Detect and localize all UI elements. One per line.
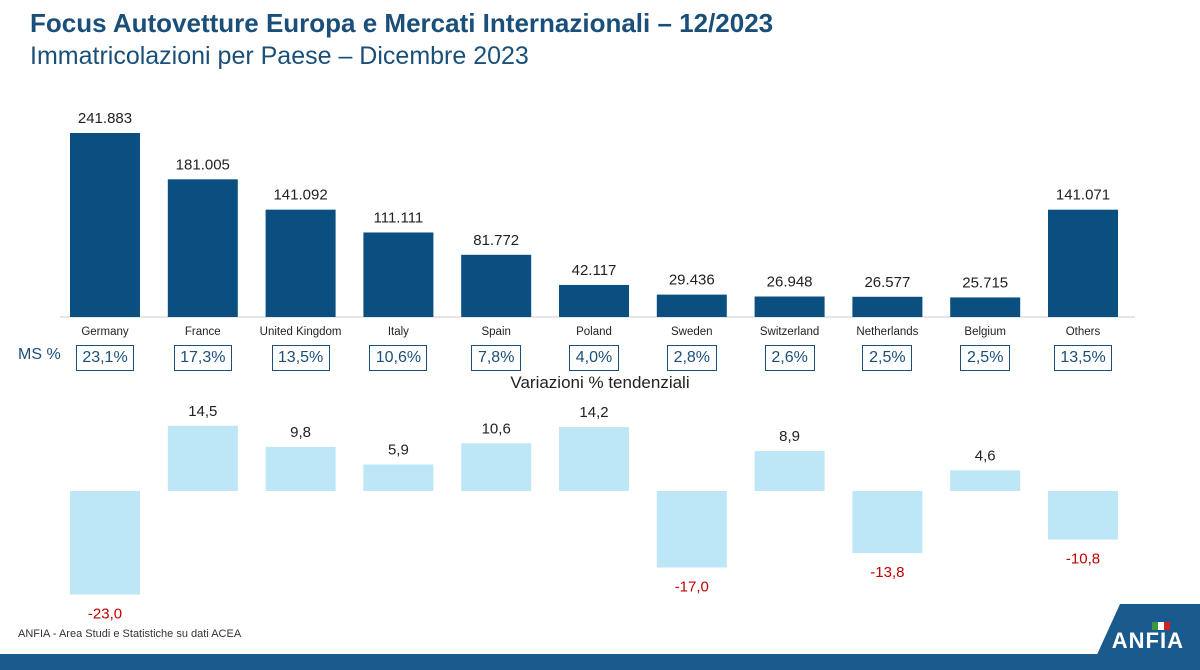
country-label: Belgium xyxy=(964,326,1006,338)
registration-bar xyxy=(167,179,238,317)
variation-bar xyxy=(70,491,140,595)
registration-value-label: 141.071 xyxy=(1056,187,1110,204)
variation-value-label: 10,6 xyxy=(482,420,511,437)
variation-value-label: -10,8 xyxy=(1066,551,1100,568)
market-share-box: 2,6% xyxy=(764,345,815,371)
registration-value-label: 111.111 xyxy=(374,209,424,226)
footer-bar xyxy=(0,654,1200,670)
variation-bar xyxy=(167,425,238,491)
variation-bar xyxy=(363,464,434,491)
logo-text: ANFIA xyxy=(1111,628,1184,653)
market-share-box: 2,5% xyxy=(960,345,1011,371)
variation-bar xyxy=(656,491,727,568)
registration-bar xyxy=(70,133,140,317)
market-share-box: 2,5% xyxy=(862,345,913,371)
variation-value-label: 9,8 xyxy=(290,424,311,441)
country-label: Netherlands xyxy=(856,326,918,338)
variation-bar xyxy=(950,470,1021,491)
market-share-box: 13,5% xyxy=(271,345,330,371)
anfia-logo xyxy=(1090,604,1200,670)
registration-value-label: 181.005 xyxy=(176,156,230,173)
registration-value-label: 25.715 xyxy=(962,274,1008,291)
registration-bar xyxy=(1048,209,1118,317)
variation-value-label: 14,2 xyxy=(579,404,608,421)
variation-bar xyxy=(754,450,825,491)
country-label: Germany xyxy=(81,326,129,338)
market-share-box: 13,5% xyxy=(1054,345,1112,371)
market-share-box: 17,3% xyxy=(173,345,232,371)
country-label: Italy xyxy=(388,326,409,338)
variation-value-label: 14,5 xyxy=(188,403,217,420)
variation-value-label: 4,6 xyxy=(975,447,996,464)
country-label: United Kingdom xyxy=(260,326,342,338)
registrations-chart: 241.883 Germany 181.005 France 141.092 United… xyxy=(60,110,1135,623)
variation-bar xyxy=(265,446,336,491)
registration-value-label: 26.948 xyxy=(767,274,813,291)
registration-bar xyxy=(363,232,434,317)
country-label: Poland xyxy=(576,326,612,338)
registration-value-label: 241.883 xyxy=(78,110,132,127)
country-label: Spain xyxy=(481,326,510,338)
variation-bar xyxy=(559,427,629,491)
registration-bar xyxy=(754,296,825,317)
country-label: Switzerland xyxy=(760,326,819,338)
country-label: Others xyxy=(1066,326,1101,338)
country-label: Sweden xyxy=(671,326,713,338)
market-share-box: 2,8% xyxy=(666,345,717,371)
registration-bar xyxy=(656,294,727,317)
variation-value-label: -13,8 xyxy=(870,564,904,581)
registration-value-label: 42.117 xyxy=(572,262,617,279)
variation-value-label: 8,9 xyxy=(779,428,800,445)
variation-value-label: 5,9 xyxy=(388,441,409,458)
market-share-label: MS % xyxy=(18,346,61,363)
variation-value-label: -23,0 xyxy=(88,606,122,623)
registration-bar xyxy=(852,296,923,317)
registration-value-label: 141.092 xyxy=(273,187,327,204)
variation-bar xyxy=(1048,491,1118,540)
variation-title: Variazioni % tendenziali xyxy=(510,373,690,392)
variation-bar xyxy=(852,491,923,554)
page-subtitle: Immatricolazioni per Paese – Dicembre 20… xyxy=(30,42,529,70)
country-label: France xyxy=(185,326,221,338)
registration-bar xyxy=(265,209,336,317)
registration-bar xyxy=(950,297,1021,317)
registration-value-label: 26.577 xyxy=(864,274,910,291)
registration-bar xyxy=(559,284,629,317)
variation-bar xyxy=(461,443,532,491)
variation-value-label: -17,0 xyxy=(675,579,709,596)
market-share-box: 7,8% xyxy=(471,345,522,371)
market-share-box: 4,0% xyxy=(569,345,619,371)
page-title: Focus Autovetture Europa e Mercati Inter… xyxy=(30,8,774,38)
source-note: ANFIA - Area Studi e Statistiche su dati… xyxy=(18,628,242,640)
registration-bar xyxy=(461,254,532,317)
market-share-box: 10,6% xyxy=(369,345,428,371)
registration-value-label: 29.436 xyxy=(669,272,715,289)
registration-value-label: 81.772 xyxy=(473,232,519,249)
market-share-box: 23,1% xyxy=(76,345,134,371)
